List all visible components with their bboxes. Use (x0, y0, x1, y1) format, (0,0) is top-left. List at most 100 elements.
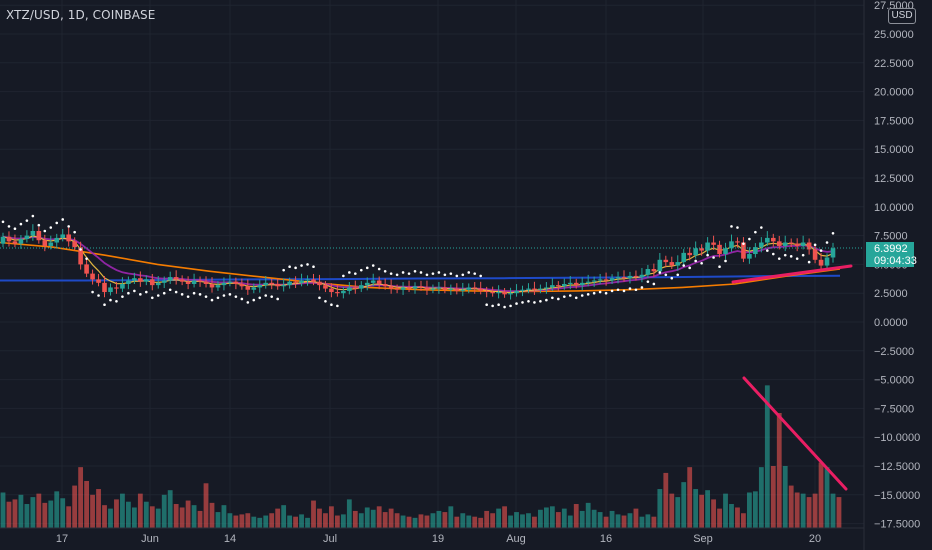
candle-body (227, 281, 233, 283)
volume-bar (287, 515, 293, 528)
volume-bar (675, 497, 681, 528)
sar-dot (473, 272, 477, 275)
sar-dot (49, 226, 53, 229)
volume-bar (48, 500, 54, 528)
volume-bar (149, 506, 155, 528)
time-tick-label: Sep (693, 533, 713, 545)
volume-bar (54, 491, 60, 528)
candle-body (561, 283, 567, 287)
candle-body (185, 281, 191, 284)
volume-bar (203, 483, 209, 528)
sar-dot (801, 253, 805, 257)
candle-body (191, 280, 197, 284)
price-tick-label: −15.0000 (874, 490, 920, 502)
candle-body (149, 279, 155, 286)
candle-body (120, 283, 125, 289)
sar-dot (25, 219, 29, 222)
currency-badge[interactable]: USD (888, 8, 916, 24)
candle-body (442, 287, 448, 290)
candle-body (197, 280, 203, 282)
sar-dot (156, 294, 160, 297)
time-tick-label: 17 (56, 533, 68, 545)
candle-body (675, 262, 681, 266)
volume-bar (221, 505, 227, 528)
sar-dot (312, 265, 315, 269)
volume-bar (114, 499, 119, 528)
candle-body (765, 237, 770, 243)
volume-bar (418, 514, 424, 528)
symbol-title[interactable]: XTZ/USD, 1D, COINBASE (6, 8, 156, 22)
volume-bar (245, 513, 251, 528)
sar-dot (718, 265, 721, 269)
time-axis[interactable]: 17 Jun 14 Jul 19 Aug 16 Sep 20 (56, 533, 821, 545)
price-tick-label: 12.5000 (874, 173, 914, 185)
candle-body (287, 281, 292, 286)
volume-bar (794, 492, 800, 528)
volume-bar (430, 513, 436, 528)
volume-bar (484, 510, 490, 528)
candle-body (550, 285, 555, 288)
sar-dot (616, 288, 620, 292)
sar-dot (449, 272, 453, 275)
volume-bar (388, 508, 394, 528)
volume-bar (78, 467, 84, 528)
candle-body (502, 292, 507, 295)
candle-body (651, 269, 657, 272)
volume-bar (466, 515, 472, 528)
sar-dot (610, 289, 614, 293)
candle-body (335, 292, 340, 294)
volume-bar (227, 513, 233, 528)
volume-bar (0, 492, 6, 528)
sar-dot (145, 290, 148, 294)
candle-body (753, 247, 758, 255)
volume-bar (669, 493, 675, 528)
volume-bar (657, 489, 663, 528)
volume-bar (66, 506, 72, 528)
candle-body (155, 282, 161, 286)
volume-bar (800, 493, 806, 528)
time-tick-label: 14 (224, 533, 236, 545)
sar-dot (461, 273, 465, 277)
sar-dot (533, 301, 536, 304)
sar-dot (354, 272, 357, 275)
sar-dot (521, 301, 524, 304)
candle-body (311, 279, 316, 282)
volume-bar (305, 517, 310, 528)
candle-body (388, 286, 394, 289)
candle-body (514, 290, 519, 294)
sar-dot (324, 299, 327, 303)
volume-bar (818, 462, 824, 528)
sar-dot (240, 297, 244, 301)
candle-body (418, 286, 424, 288)
volume-bar (627, 513, 633, 528)
sar-dot (813, 243, 817, 247)
support-trendline (731, 264, 853, 284)
sar-dot (580, 294, 584, 297)
sar-dot (700, 261, 703, 265)
sar-dot (7, 225, 11, 228)
sar-dot (598, 290, 602, 294)
candle-body (18, 239, 24, 244)
sar-dot (640, 286, 644, 289)
sar-dot (389, 272, 393, 275)
sar-dot (162, 291, 166, 295)
sar-dot (330, 303, 333, 307)
candle-body (585, 281, 591, 283)
price-tick-label: −5.0000 (874, 375, 914, 387)
candle-body (508, 293, 513, 295)
volume-bar (108, 508, 113, 528)
volume-bars (0, 385, 842, 528)
volume-bar (436, 510, 442, 528)
volume-bar (131, 507, 137, 528)
price-tick-label: −7.5000 (874, 403, 914, 415)
last-price-tag: 6.3992 09:04:33 (866, 242, 917, 267)
sar-dot (652, 282, 656, 286)
sar-dot (234, 295, 238, 298)
time-tick-label: Aug (506, 533, 526, 545)
sar-dot (730, 225, 733, 228)
candle-body (299, 280, 304, 283)
price-tick-label: 15.0000 (874, 144, 914, 156)
sar-dot (658, 271, 662, 274)
volume-bar (281, 505, 287, 528)
